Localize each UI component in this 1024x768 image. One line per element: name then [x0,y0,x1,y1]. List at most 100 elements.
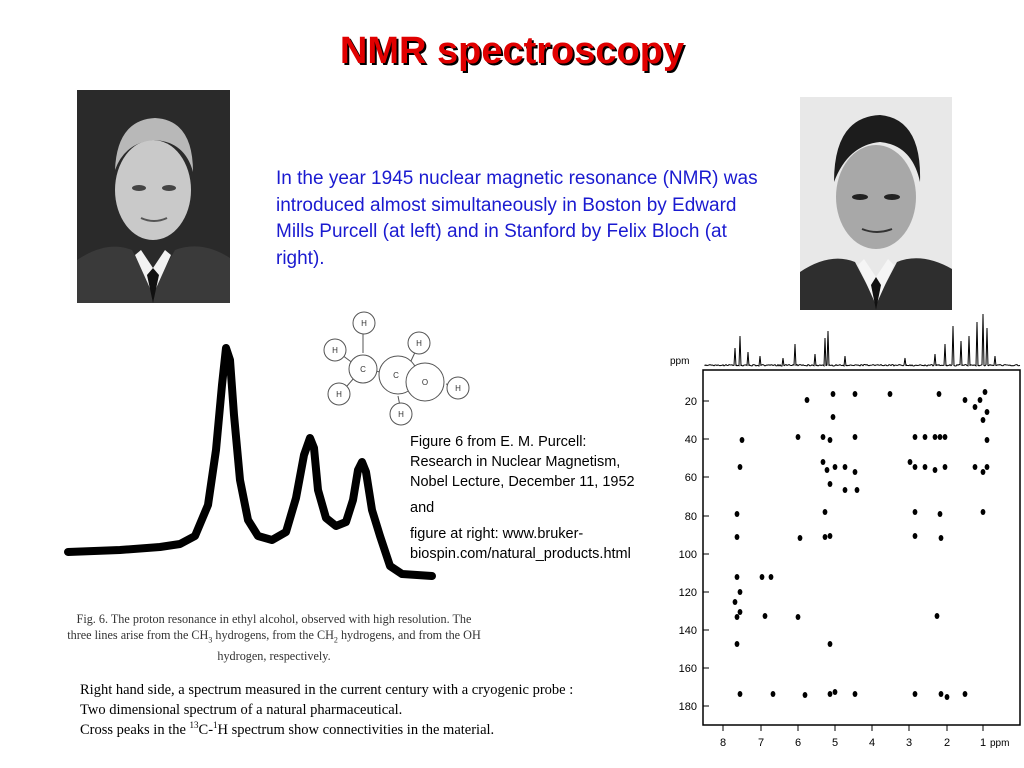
cross-peak [985,437,990,443]
fig6-line: three lines arise from the CH3 hydrogens… [24,627,524,648]
cross-peak [821,434,826,440]
cross-peak [796,614,801,620]
cross-peak [963,691,968,697]
cross-peak [981,509,986,515]
intro-paragraph: In the year 1945 nuclear magnetic resona… [276,166,776,272]
cross-peak [933,434,938,440]
cross-peak [945,694,950,700]
cross-peak [888,391,893,397]
cross-peak [943,434,948,440]
cross-peak [821,459,826,465]
cross-peak [738,589,743,595]
cross-peak [796,434,801,440]
cross-peak [738,691,743,697]
y-tick-label: 80 [685,511,697,523]
fig6-caption: Fig. 6. The proton resonance in ethyl al… [24,611,524,664]
cross-peak [923,464,928,470]
x-tick-label: 2 [944,737,950,749]
cross-peak [769,574,774,580]
x-tick-label: 7 [758,737,764,749]
cross-peak [938,511,943,517]
caption-line: Figure 6 from E. M. Purcell: [410,432,690,452]
hsqc-2d-spectrum: ppm ppm 20 40 60 80 100 120 140 160 180 87654321 [665,312,1024,752]
cross-peak [938,434,943,440]
slide-title: NMR spectroscopy [0,30,1024,73]
cross-peak [943,464,948,470]
y-tick-label: 180 [679,701,697,713]
cross-peak [981,417,986,423]
cross-peak [833,464,838,470]
cross-peak [973,464,978,470]
y-tick-label: 120 [679,587,697,599]
bottom-line: Two dimensional spectrum of a natural ph… [80,700,680,720]
cross-peak [913,509,918,515]
cross-peak [733,599,738,605]
y-tick-label: 160 [679,663,697,675]
cross-peak [853,434,858,440]
cross-peak [760,574,765,580]
cross-peak [933,467,938,473]
cross-peak [833,689,838,695]
cross-peak [823,509,828,515]
cross-peak [973,404,978,410]
cross-peak [738,609,743,615]
cross-peak [985,464,990,470]
caption-line: Research in Nuclear Magnetism, [410,452,690,472]
cross-peak [828,641,833,647]
atom-label: H [361,319,367,328]
caption-and: and [410,498,690,518]
x-tick-label: 6 [795,737,801,749]
bloch-portrait [800,97,952,310]
atom-label: H [455,384,461,393]
cross-peak [823,534,828,540]
cross-peak [831,391,836,397]
cross-peak [978,397,983,403]
cross-peak [923,434,928,440]
figure-caption: Figure 6 from E. M. Purcell: Research in… [410,432,690,564]
cross-peak [855,487,860,493]
x-tick-label: 3 [906,737,912,749]
cross-peak [939,535,944,541]
cross-peak [735,614,740,620]
cross-peak [738,464,743,470]
caption-line: figure at right: www.bruker- [410,524,690,544]
purcell-portrait [77,90,230,303]
caption-line: Nobel Lecture, December 11, 1952 [410,472,690,492]
y-axis-unit: ppm [670,356,689,367]
cross-peak [985,409,990,415]
cross-peak [913,533,918,539]
cross-peak [913,434,918,440]
cross-peak [913,691,918,697]
cross-peak [981,469,986,475]
caption-line: biospin.com/natural_products.html [410,544,690,564]
cross-peak [735,534,740,540]
cross-peak [913,464,918,470]
y-tick-label: 40 [685,434,697,446]
cross-peak [828,533,833,539]
cross-peak [771,691,776,697]
cross-peak [828,691,833,697]
ethanol-proton-spectrum [60,340,440,590]
y-tick-label: 140 [679,625,697,637]
cross-peak [803,692,808,698]
cross-peak [735,574,740,580]
cross-peak [828,437,833,443]
cross-peak [983,389,988,395]
bottom-line: Cross peaks in the 13C-1H spectrum show … [80,720,680,740]
cross-peak [735,511,740,517]
fig6-line: Fig. 6. The proton resonance in ethyl al… [24,611,524,627]
cross-peak [937,391,942,397]
cross-peak [853,391,858,397]
x-tick-label: 8 [720,737,726,749]
cross-peak [798,535,803,541]
cross-peak [828,481,833,487]
y-tick-label: 20 [685,396,697,408]
cross-peak [853,469,858,475]
cross-peak [843,487,848,493]
cross-peak [740,437,745,443]
cross-peak [763,613,768,619]
cross-peak [939,691,944,697]
bottom-text: Right hand side, a spectrum measured in … [80,680,680,740]
fig6-line: hydrogen, respectively. [24,648,524,664]
cross-peak [735,641,740,647]
